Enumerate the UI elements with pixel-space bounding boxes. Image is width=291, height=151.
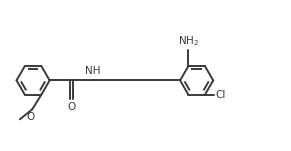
Text: O: O [68,103,76,112]
Text: Cl: Cl [215,90,226,100]
Text: NH: NH [85,66,100,76]
Text: NH$_2$: NH$_2$ [178,35,199,48]
Text: O: O [27,112,35,122]
